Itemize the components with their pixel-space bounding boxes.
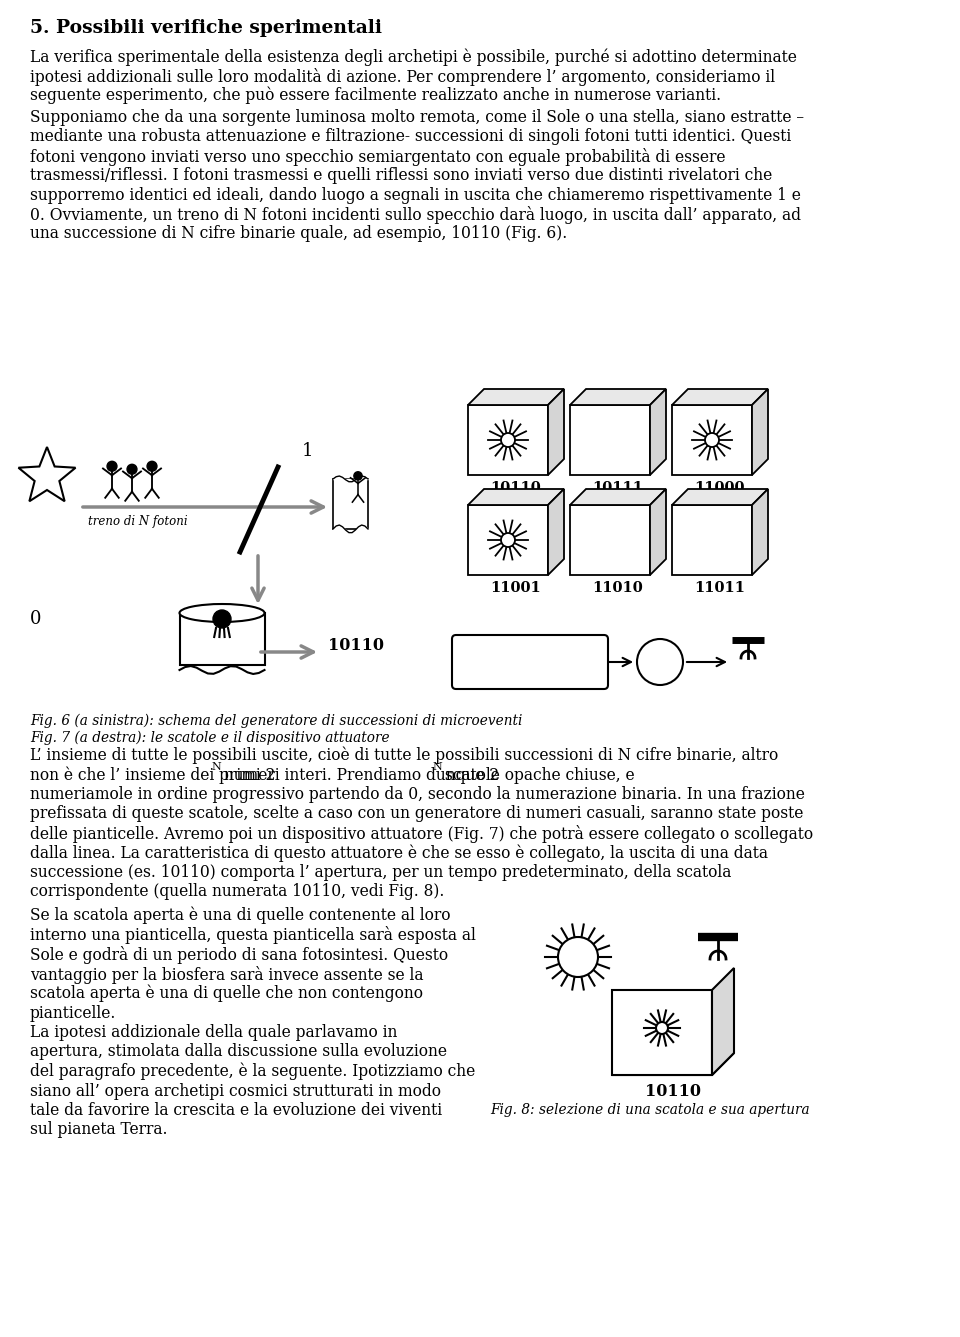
Text: scatole opache chiuse, e: scatole opache chiuse, e — [440, 766, 635, 783]
Text: non è che l’ insieme dei primi 2: non è che l’ insieme dei primi 2 — [30, 766, 276, 783]
Bar — [468, 505, 548, 575]
Text: La verifica sperimentale della esistenza degli archetipi è possibile, purché si : La verifica sperimentale della esistenza… — [30, 48, 797, 66]
Text: dalla linea. La caratteristica di questo attuatore è che se esso è collegato, la: dalla linea. La caratteristica di questo… — [30, 845, 768, 862]
Bar — [672, 505, 752, 575]
Text: tale da favorire la crescita e la evoluzione dei viventi: tale da favorire la crescita e la evoluz… — [30, 1102, 443, 1119]
Ellipse shape — [180, 604, 265, 622]
Text: 0: 0 — [30, 610, 41, 628]
Text: L’ insieme di tutte le possibili uscite, cioè di tutte le possibili successioni : L’ insieme di tutte le possibili uscite,… — [30, 747, 779, 765]
FancyBboxPatch shape — [452, 635, 608, 689]
Text: 1: 1 — [302, 443, 314, 460]
Polygon shape — [672, 389, 768, 405]
Polygon shape — [18, 447, 76, 501]
Circle shape — [147, 461, 156, 471]
Text: Sole e godrà di un periodo di sana fotosintesi. Questo: Sole e godrà di un periodo di sana fotos… — [30, 947, 448, 964]
Text: numeri interi. Prendiamo dunque 2: numeri interi. Prendiamo dunque 2 — [219, 766, 499, 783]
Text: mediante una robusta attenuazione e filtrazione- successioni di singoli fotoni t: mediante una robusta attenuazione e filt… — [30, 128, 791, 144]
Circle shape — [354, 472, 362, 480]
Text: vantaggio per la biosfera sarà invece assente se la: vantaggio per la biosfera sarà invece as… — [30, 965, 423, 984]
Text: seguente esperimento, che può essere facilmente realizzato anche in numerose var: seguente esperimento, che può essere fac… — [30, 87, 721, 104]
Polygon shape — [548, 489, 564, 575]
Circle shape — [656, 1021, 668, 1034]
Polygon shape — [468, 489, 564, 505]
Bar — [612, 989, 712, 1075]
Text: N: N — [432, 762, 442, 771]
Circle shape — [108, 461, 117, 471]
Text: Fig. 6 (a sinistra): schema del generatore di successioni di microeventi: Fig. 6 (a sinistra): schema del generato… — [30, 714, 522, 729]
Text: sul pianeta Terra.: sul pianeta Terra. — [30, 1122, 167, 1139]
Text: del paragrafo precedente, è la seguente. Ipotizziamo che: del paragrafo precedente, è la seguente.… — [30, 1063, 475, 1080]
Text: ipotesi addizionali sulle loro modalità di azione. Per comprendere l’ argomento,: ipotesi addizionali sulle loro modalità … — [30, 67, 775, 86]
Polygon shape — [650, 389, 666, 475]
Text: 10110: 10110 — [645, 1083, 701, 1100]
Text: apertura, stimolata dalla discussione sulla evoluzione: apertura, stimolata dalla discussione su… — [30, 1043, 447, 1060]
Text: 10110: 10110 — [328, 636, 384, 654]
Text: 10110: 10110 — [491, 481, 541, 495]
Polygon shape — [612, 1054, 734, 1075]
Circle shape — [501, 533, 515, 547]
Text: una successione di N cifre binarie quale, ad esempio, 10110 (Fig. 6).: una successione di N cifre binarie quale… — [30, 226, 567, 242]
Bar — [570, 505, 650, 575]
Circle shape — [558, 937, 598, 977]
Polygon shape — [468, 389, 564, 405]
Text: fotoni vengono inviati verso uno specchio semiargentato con eguale probabilità d: fotoni vengono inviati verso uno specchi… — [30, 147, 726, 166]
Text: Se la scatola aperta è una di quelle contenente al loro: Se la scatola aperta è una di quelle con… — [30, 906, 450, 924]
Text: Generatore successioni di
microeventi: Generatore successioni di microeventi — [452, 646, 608, 674]
Text: N: N — [211, 762, 221, 771]
Polygon shape — [650, 489, 666, 575]
Polygon shape — [672, 489, 768, 505]
Text: 11011: 11011 — [694, 582, 746, 595]
Text: Fig. 8: selezione di una scatola e sua apertura: Fig. 8: selezione di una scatola e sua a… — [490, 1103, 809, 1116]
Text: 0. Ovviamente, un treno di N fotoni incidenti sullo specchio darà luogo, in usci: 0. Ovviamente, un treno di N fotoni inci… — [30, 206, 801, 225]
Text: successione (es. 10110) comporta l’ apertura, per un tempo predeterminato, della: successione (es. 10110) comporta l’ aper… — [30, 864, 732, 881]
Text: 11000: 11000 — [695, 481, 745, 495]
Polygon shape — [712, 968, 734, 1075]
Circle shape — [213, 610, 231, 628]
Circle shape — [501, 433, 515, 447]
Text: Fig. 7 (a destra): le scatole e il dispositivo attuatore: Fig. 7 (a destra): le scatole e il dispo… — [30, 731, 390, 746]
Bar — [570, 405, 650, 475]
Text: 10111: 10111 — [592, 481, 643, 495]
Polygon shape — [570, 489, 666, 505]
Text: supporremo identici ed ideali, dando luogo a segnali in uscita che chiameremo ri: supporremo identici ed ideali, dando luo… — [30, 186, 801, 203]
Text: delle pianticelle. Avremo poi un dispositivo attuatore (Fig. 7) che potrà essere: delle pianticelle. Avremo poi un disposi… — [30, 825, 813, 844]
Text: corrispondente (quella numerata 10110, vedi Fig. 8).: corrispondente (quella numerata 10110, v… — [30, 884, 444, 901]
Text: interno una pianticella, questa pianticella sarà esposta al: interno una pianticella, questa piantice… — [30, 927, 476, 944]
Text: 5. Possibili verifiche sperimentali: 5. Possibili verifiche sperimentali — [30, 19, 382, 37]
Polygon shape — [548, 389, 564, 475]
FancyBboxPatch shape — [333, 479, 368, 529]
Text: 11001: 11001 — [491, 582, 541, 595]
Text: 11010: 11010 — [592, 582, 643, 595]
Text: prefissata di queste scatole, scelte a caso con un generatore di numeri casuali,: prefissata di queste scatole, scelte a c… — [30, 805, 804, 822]
Bar — [468, 405, 548, 475]
Text: La ipotesi addizionale della quale parlavamo in: La ipotesi addizionale della quale parla… — [30, 1024, 397, 1042]
Text: trasmessi/riflessi. I fotoni trasmessi e quelli riflessi sono inviati verso due : trasmessi/riflessi. I fotoni trasmessi e… — [30, 167, 772, 185]
Text: treno di N fotoni: treno di N fotoni — [88, 515, 187, 528]
Text: Supponiamo che da una sorgente luminosa molto remota, come il Sole o una stella,: Supponiamo che da una sorgente luminosa … — [30, 108, 804, 126]
Bar — [180, 612, 265, 664]
Circle shape — [637, 639, 683, 685]
Polygon shape — [752, 389, 768, 475]
Bar — [672, 405, 752, 475]
Circle shape — [127, 464, 137, 475]
Circle shape — [705, 433, 719, 447]
Text: siano all’ opera archetipi cosmici strutturati in modo: siano all’ opera archetipi cosmici strut… — [30, 1083, 441, 1099]
Polygon shape — [752, 489, 768, 575]
Text: pianticelle.: pianticelle. — [30, 1004, 116, 1021]
Polygon shape — [570, 389, 666, 405]
Text: numeriamole in ordine progressivo partendo da 0, secondo la numerazione binaria.: numeriamole in ordine progressivo parten… — [30, 786, 804, 804]
Text: scatola aperta è una di quelle che non contengono: scatola aperta è una di quelle che non c… — [30, 985, 423, 1003]
